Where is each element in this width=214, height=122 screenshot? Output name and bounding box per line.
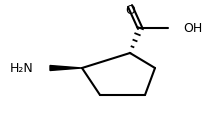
Text: H₂N: H₂N <box>10 61 34 75</box>
Text: OH: OH <box>183 21 203 35</box>
Polygon shape <box>50 66 82 71</box>
Text: O: O <box>125 4 135 17</box>
